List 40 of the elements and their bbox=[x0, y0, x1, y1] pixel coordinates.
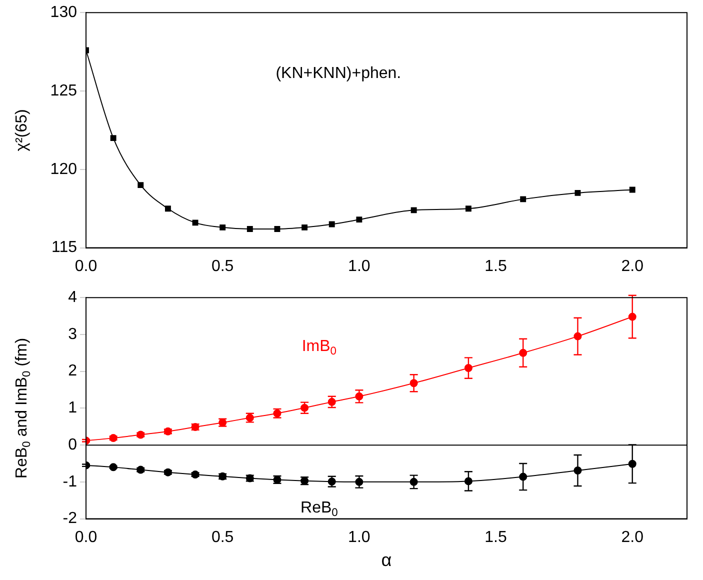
y-tick-label: 120 bbox=[50, 160, 78, 178]
y-tick-label: -2 bbox=[62, 510, 78, 528]
x-tick-label: 2.0 bbox=[621, 528, 644, 546]
x-tick-label: 1.0 bbox=[348, 528, 370, 546]
point bbox=[138, 182, 144, 188]
y-tick-label: 1 bbox=[68, 400, 78, 417]
y-tick-label: 0 bbox=[68, 436, 78, 454]
x-tick-label: 2.0 bbox=[621, 258, 644, 275]
point bbox=[164, 206, 171, 212]
x-tick-label: 1.0 bbox=[348, 258, 370, 275]
x-axis-title: α bbox=[381, 550, 392, 570]
point bbox=[328, 221, 335, 228]
y-tick-label: 4 bbox=[68, 289, 78, 306]
point bbox=[629, 186, 636, 193]
point bbox=[520, 196, 526, 202]
point bbox=[192, 220, 198, 226]
y-tick-label: 2 bbox=[68, 362, 78, 380]
point bbox=[465, 206, 472, 212]
point bbox=[410, 207, 417, 214]
point bbox=[356, 216, 362, 223]
x-tick-label: 0.5 bbox=[211, 258, 234, 275]
y-axis-title: χ²(65) bbox=[13, 109, 30, 152]
y-tick-label: 125 bbox=[50, 82, 78, 100]
y-axis-title: ReB0 and ImB0 (fm) bbox=[13, 338, 33, 478]
point bbox=[110, 135, 116, 142]
point bbox=[274, 226, 280, 232]
point bbox=[220, 224, 226, 230]
point bbox=[302, 224, 308, 230]
y-tick-label: 3 bbox=[68, 326, 78, 343]
annotation: (KN+KNN)+phen. bbox=[276, 65, 402, 82]
x-tick-label: 0.0 bbox=[74, 528, 98, 546]
x-tick-label: 1.5 bbox=[484, 528, 507, 546]
y-tick-label: -1 bbox=[62, 473, 78, 490]
x-tick-label: 0.0 bbox=[74, 258, 98, 275]
x-tick-label: 0.5 bbox=[211, 528, 234, 546]
point bbox=[574, 190, 581, 196]
y-tick-label: 130 bbox=[50, 4, 78, 22]
point bbox=[246, 226, 253, 232]
y-tick-label: 115 bbox=[51, 239, 78, 256]
x-tick-label: 1.5 bbox=[484, 258, 507, 275]
